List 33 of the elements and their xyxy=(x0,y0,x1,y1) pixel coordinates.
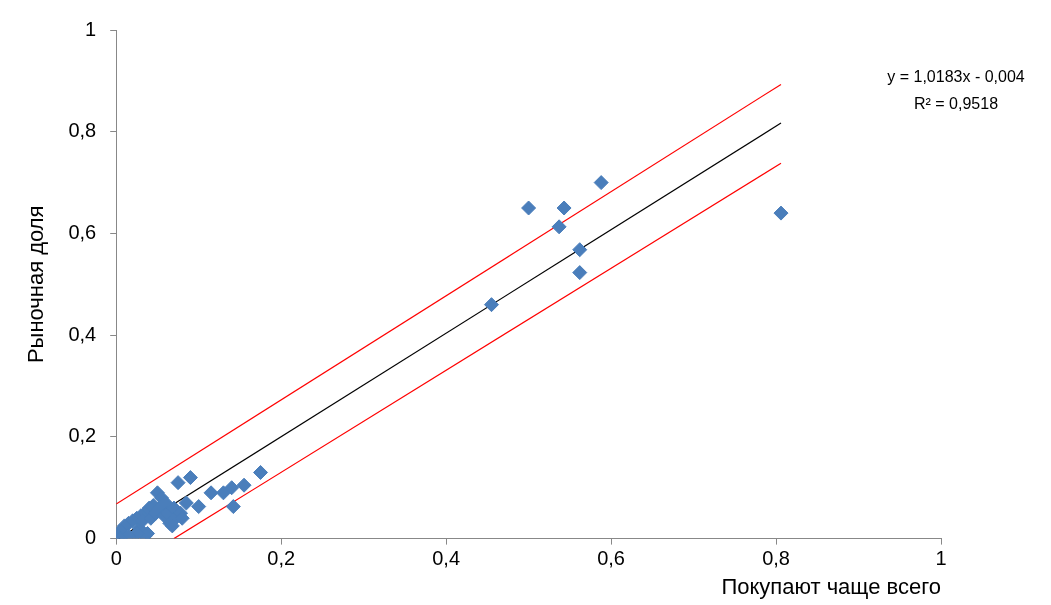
point xyxy=(572,265,588,281)
point xyxy=(551,219,567,235)
point xyxy=(556,200,572,216)
point xyxy=(253,464,269,480)
point xyxy=(236,477,252,493)
x-tick-label: 0,4 xyxy=(432,547,461,570)
point xyxy=(773,205,789,221)
x-tick-label: 0,6 xyxy=(597,547,625,570)
y-tick-label: 0,6 xyxy=(68,220,97,243)
point xyxy=(170,475,186,491)
annotation: R² = 0,9518 xyxy=(913,95,999,112)
y-axis-title: Рыночная доля xyxy=(23,205,49,364)
point xyxy=(182,470,198,486)
x-tick-label: 0 xyxy=(110,547,122,570)
point xyxy=(572,242,588,258)
y-tick-label: 0 xyxy=(85,526,97,549)
point xyxy=(215,485,231,501)
annotation: y = 1,0183x - 0,004 xyxy=(887,68,1025,85)
point xyxy=(191,499,207,515)
x-tick-label: 1 xyxy=(935,547,947,570)
point xyxy=(203,485,219,501)
point xyxy=(483,297,499,313)
y-tick-label: 0,2 xyxy=(68,424,97,447)
point xyxy=(593,175,609,191)
x-tick-label: 0,2 xyxy=(267,547,296,570)
y-tick-label: 1 xyxy=(85,17,97,40)
x-axis-title: Покупают чаще всего xyxy=(721,573,941,599)
y-tick-label: 0,8 xyxy=(68,119,97,142)
point xyxy=(521,200,537,216)
x-tick-label: 0,8 xyxy=(762,547,790,570)
y-tick-label: 0,4 xyxy=(68,322,97,345)
point xyxy=(225,499,241,515)
point xyxy=(178,495,194,511)
